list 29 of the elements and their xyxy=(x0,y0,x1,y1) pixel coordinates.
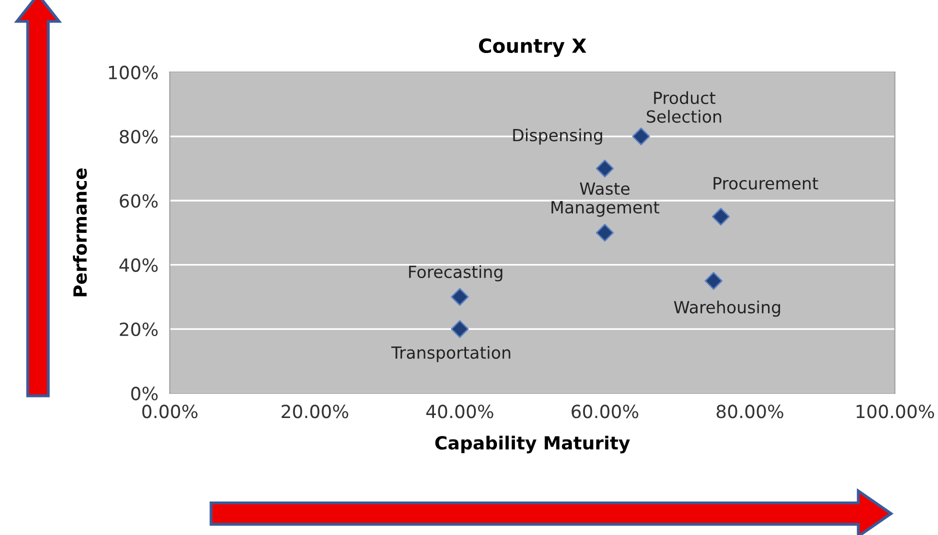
annotation: Warehousing xyxy=(674,300,780,317)
point xyxy=(704,272,722,290)
point xyxy=(632,128,650,146)
point xyxy=(712,208,730,226)
annotation: Forecasting xyxy=(409,265,502,282)
point xyxy=(450,288,469,306)
point xyxy=(450,320,469,338)
y-tick-label: 60% xyxy=(120,194,158,208)
y-tick-label: 0% xyxy=(131,386,158,400)
x-tick-label: 60.00% xyxy=(572,404,638,418)
x-tick-label: 40.00% xyxy=(426,404,494,418)
y-tick-label: 40% xyxy=(119,258,158,272)
y-tick-label: 80% xyxy=(120,130,158,144)
point xyxy=(596,224,614,242)
x-axis-title: Capability Maturity xyxy=(435,436,630,454)
point xyxy=(596,160,614,178)
annotation: Transportation xyxy=(391,346,510,362)
annotation: Product Selection xyxy=(646,91,722,123)
x-tick-label: 80.00% xyxy=(716,404,784,418)
x-tick-label: 0.00% xyxy=(142,404,198,418)
chart-title: Country X xyxy=(478,38,586,57)
annotation: Waste Management xyxy=(552,182,660,217)
x-tick-label: 100.00% xyxy=(856,404,934,418)
y-tick-label: 20% xyxy=(120,322,158,336)
annotation: Procurement xyxy=(714,177,818,190)
y-axis-title: Performance xyxy=(72,168,87,296)
x-tick-label: 20.00% xyxy=(282,404,348,418)
annotation: Dispensing xyxy=(513,128,602,145)
y-tick-label: 100% xyxy=(109,66,158,80)
